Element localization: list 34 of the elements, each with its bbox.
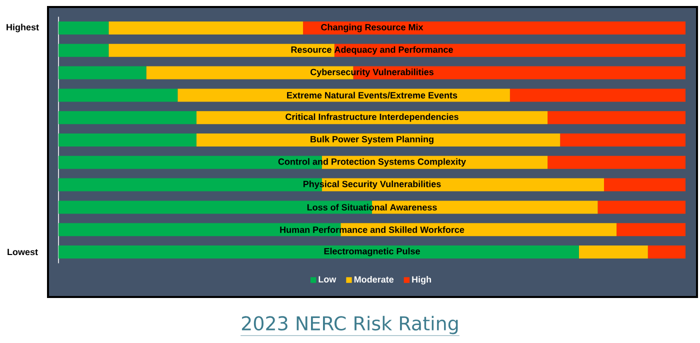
text: Lowest	[8, 248, 38, 256]
y-tick-label: Extreme Natural Events/Extreme Events	[287, 92, 458, 99]
bar	[548, 156, 686, 169]
bar	[648, 246, 686, 259]
bar	[548, 111, 686, 124]
bar	[58, 111, 196, 124]
y-tick-label: Changing Resource Mix	[321, 24, 424, 32]
bar	[58, 246, 579, 259]
bar	[616, 223, 686, 236]
bar	[578, 246, 648, 259]
bar	[58, 88, 178, 102]
bar	[58, 44, 109, 57]
bar	[303, 22, 686, 35]
bar	[58, 134, 196, 147]
bar	[108, 22, 304, 35]
bar	[604, 178, 686, 192]
legend-label: Low	[318, 276, 336, 282]
bar	[510, 88, 686, 102]
bar	[58, 22, 109, 35]
bar	[334, 44, 686, 57]
bar	[58, 66, 146, 80]
bar	[560, 134, 686, 147]
y-tick-label: Bulk Power System Planning	[310, 136, 434, 144]
y-tick-label: Electromagnetic Pulse	[324, 248, 420, 256]
bar	[196, 134, 560, 147]
y-tick-label: Critical Infrastructure Interdependencies	[286, 113, 458, 122]
text: 2023 NERC Risk Rating	[242, 316, 458, 334]
legend-label: High	[412, 276, 431, 284]
legend-label: Moderate	[354, 276, 394, 283]
y-tick-label: Resource Adequacy and Performance	[291, 46, 453, 55]
text: Highest	[6, 24, 39, 32]
bar	[196, 111, 548, 124]
bar	[598, 200, 686, 214]
bar	[108, 44, 334, 57]
